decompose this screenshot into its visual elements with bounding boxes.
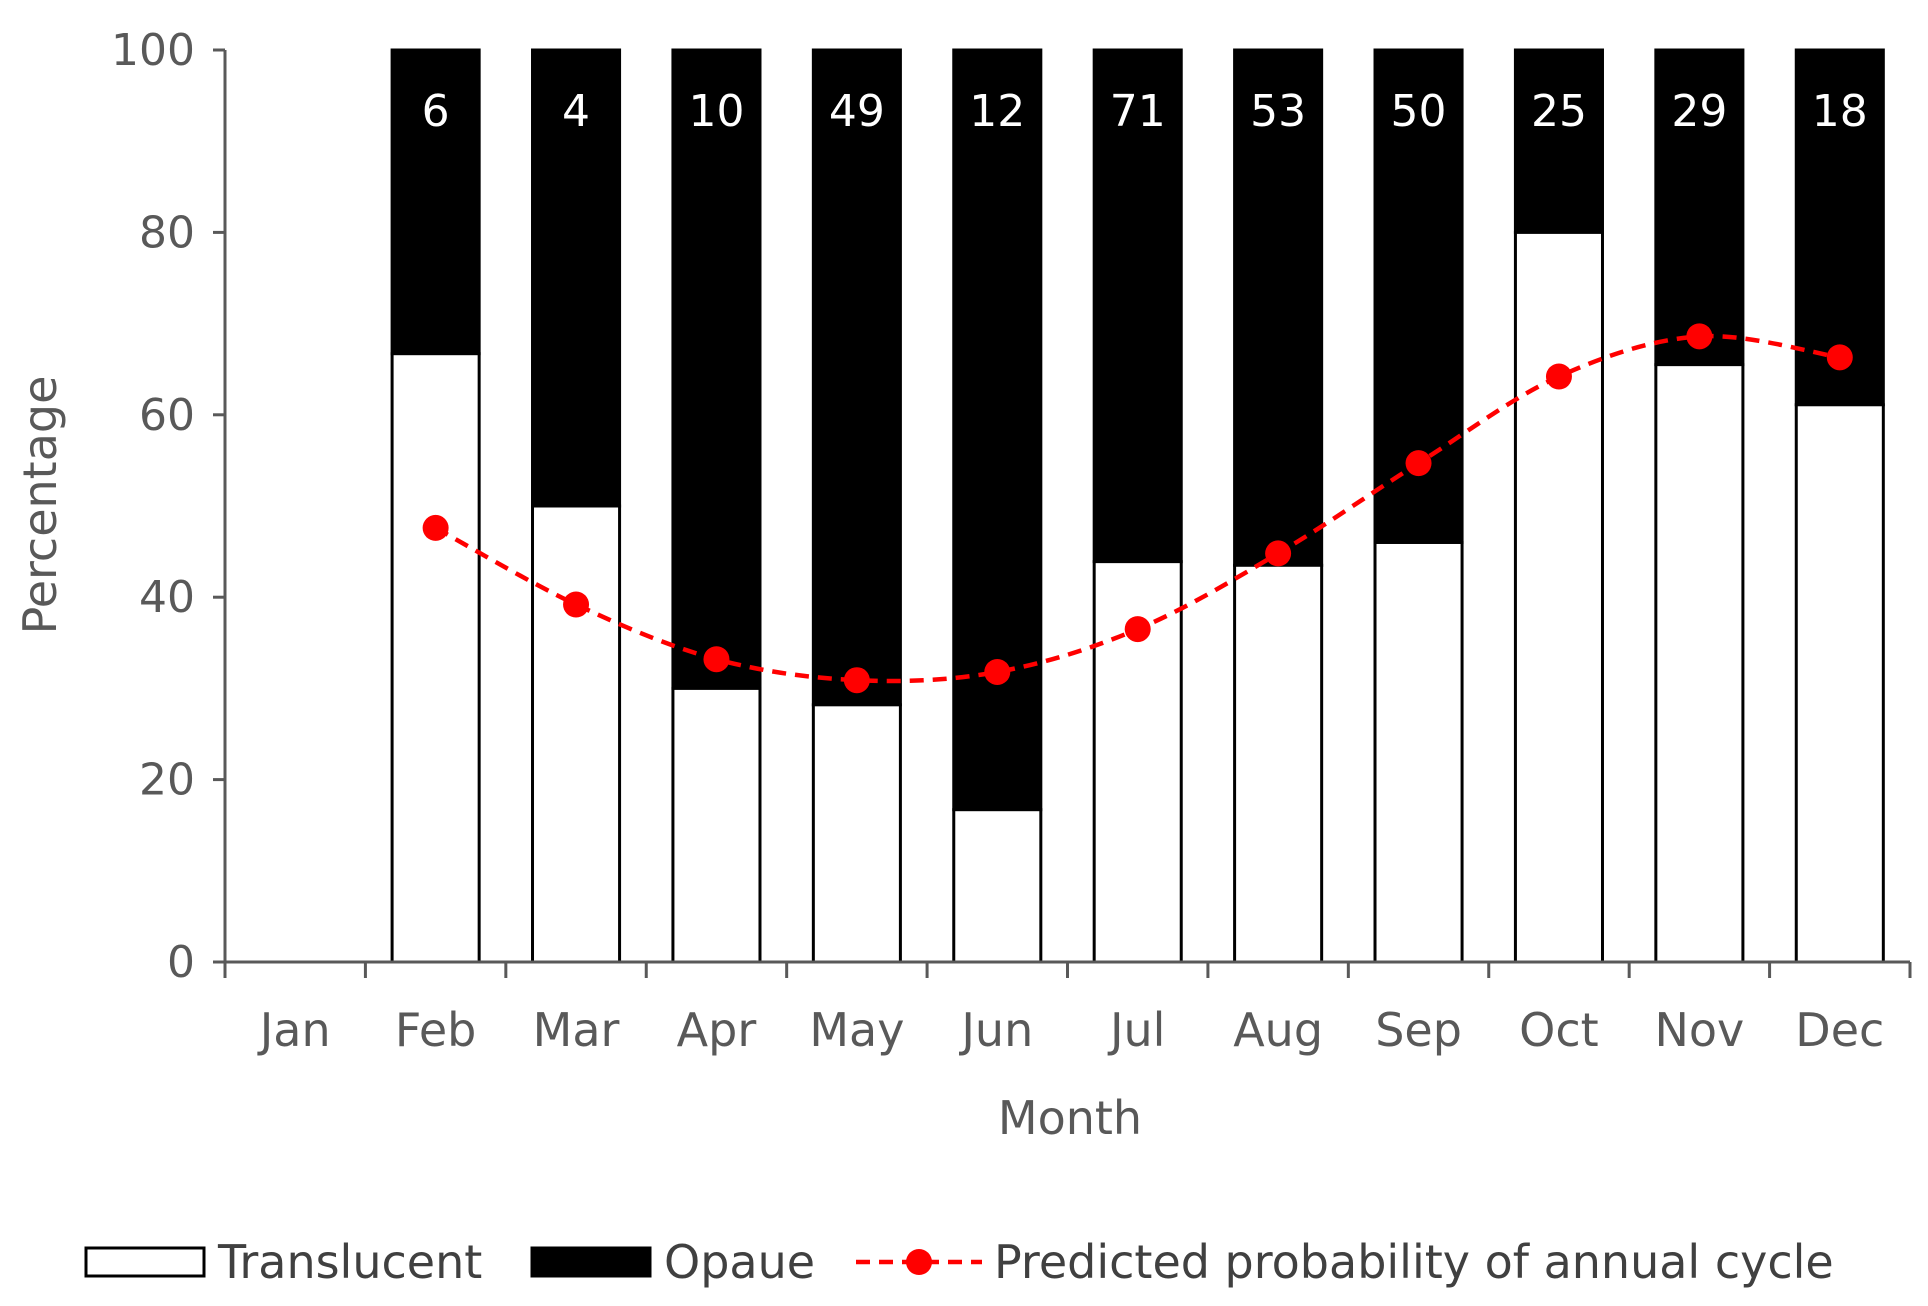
bar-opaque-oct xyxy=(1513,48,1604,234)
x-tick-label-jan: Jan xyxy=(257,1003,331,1057)
count-label-jun: 12 xyxy=(969,86,1025,137)
bar-translucent-jun xyxy=(952,808,1043,964)
x-tick-label-dec: Dec xyxy=(1795,1003,1884,1057)
prediction-point-nov xyxy=(1686,323,1713,350)
y-axis-title: Percentage xyxy=(13,376,67,635)
legend-swatch-translucent xyxy=(84,1246,206,1278)
count-label-sep: 50 xyxy=(1391,86,1447,137)
bar-translucent-oct xyxy=(1513,230,1604,964)
prediction-line-layer xyxy=(422,323,1853,694)
prediction-point-jun xyxy=(984,658,1011,685)
legend-label-opaue: Opaue xyxy=(664,1235,815,1289)
bars-layer xyxy=(390,48,1885,964)
bar-translucent-aug xyxy=(1233,563,1324,964)
bar-translucent-may xyxy=(811,703,902,964)
y-tick-label-40: 40 xyxy=(139,572,195,623)
count-labels-layer: 6 4 10 49 12 71 53 50 25 29 18 xyxy=(422,86,1868,137)
prediction-point-feb xyxy=(422,514,449,541)
x-tick-label-jul: Jul xyxy=(1107,1003,1166,1057)
legend: Translucent Opaue Predicted probability of… xyxy=(84,1235,1834,1289)
legend-swatch-prediction-marker xyxy=(906,1249,932,1275)
x-tick-label-may: May xyxy=(809,1003,904,1057)
count-label-aug: 53 xyxy=(1250,86,1306,137)
bar-translucent-nov xyxy=(1654,363,1745,964)
bar-opaque-apr xyxy=(671,48,762,690)
count-label-mar: 4 xyxy=(562,86,590,137)
bar-translucent-dec xyxy=(1794,403,1885,964)
prediction-point-sep xyxy=(1405,450,1432,477)
bar-translucent-apr xyxy=(671,686,762,964)
x-axis-title: Month xyxy=(998,1091,1142,1145)
count-label-oct: 25 xyxy=(1531,86,1587,137)
prediction-point-oct xyxy=(1545,363,1572,390)
x-tick-label-apr: Apr xyxy=(677,1003,757,1057)
x-tick-label-jun: Jun xyxy=(958,1003,1033,1057)
axis-titles-layer: Month Percentage xyxy=(13,376,1142,1145)
count-label-feb: 6 xyxy=(422,86,450,137)
bar-translucent-jul xyxy=(1092,560,1183,964)
count-label-jul: 71 xyxy=(1110,86,1166,137)
x-tick-label-feb: Feb xyxy=(395,1003,476,1057)
count-label-dec: 18 xyxy=(1812,86,1868,137)
x-tick-label-aug: Aug xyxy=(1233,1003,1323,1057)
x-tick-label-sep: Sep xyxy=(1375,1003,1462,1057)
bar-opaque-mar xyxy=(531,48,622,508)
count-label-nov: 29 xyxy=(1671,86,1727,137)
y-tick-label-60: 60 xyxy=(139,390,195,441)
bar-opaque-jun xyxy=(952,48,1043,812)
bar-opaque-may xyxy=(811,48,902,707)
bar-translucent-mar xyxy=(531,504,622,964)
prediction-point-may xyxy=(843,667,870,694)
x-tick-label-mar: Mar xyxy=(533,1003,620,1057)
prediction-point-dec xyxy=(1826,344,1853,371)
y-tick-label-0: 0 xyxy=(167,937,195,988)
bar-translucent-feb xyxy=(390,352,481,964)
prediction-point-mar xyxy=(563,591,590,618)
y-tick-label-100: 100 xyxy=(111,25,195,76)
prediction-point-apr xyxy=(703,646,730,673)
count-label-apr: 10 xyxy=(688,86,744,137)
bar-translucent-sep xyxy=(1373,540,1464,964)
legend-label-translucent: Translucent xyxy=(217,1235,482,1289)
bar-opaque-feb xyxy=(390,48,481,356)
legend-swatch-opaue xyxy=(530,1246,652,1278)
y-tick-label-20: 20 xyxy=(139,755,195,806)
prediction-point-jul xyxy=(1124,616,1151,643)
x-tick-label-nov: Nov xyxy=(1654,1003,1744,1057)
x-tick-label-oct: Oct xyxy=(1519,1003,1599,1057)
prediction-point-aug xyxy=(1265,540,1292,567)
bar-opaque-jul xyxy=(1092,48,1183,564)
y-tick-label-80: 80 xyxy=(139,207,195,258)
legend-label-prediction: Predicted probability of annual cycle xyxy=(994,1235,1834,1289)
axes-layer: 0 20 40 60 80 100 Jan Feb Mar Apr May Jun Jul Aug Sep O… xyxy=(111,25,1912,1057)
count-label-may: 49 xyxy=(829,86,885,137)
